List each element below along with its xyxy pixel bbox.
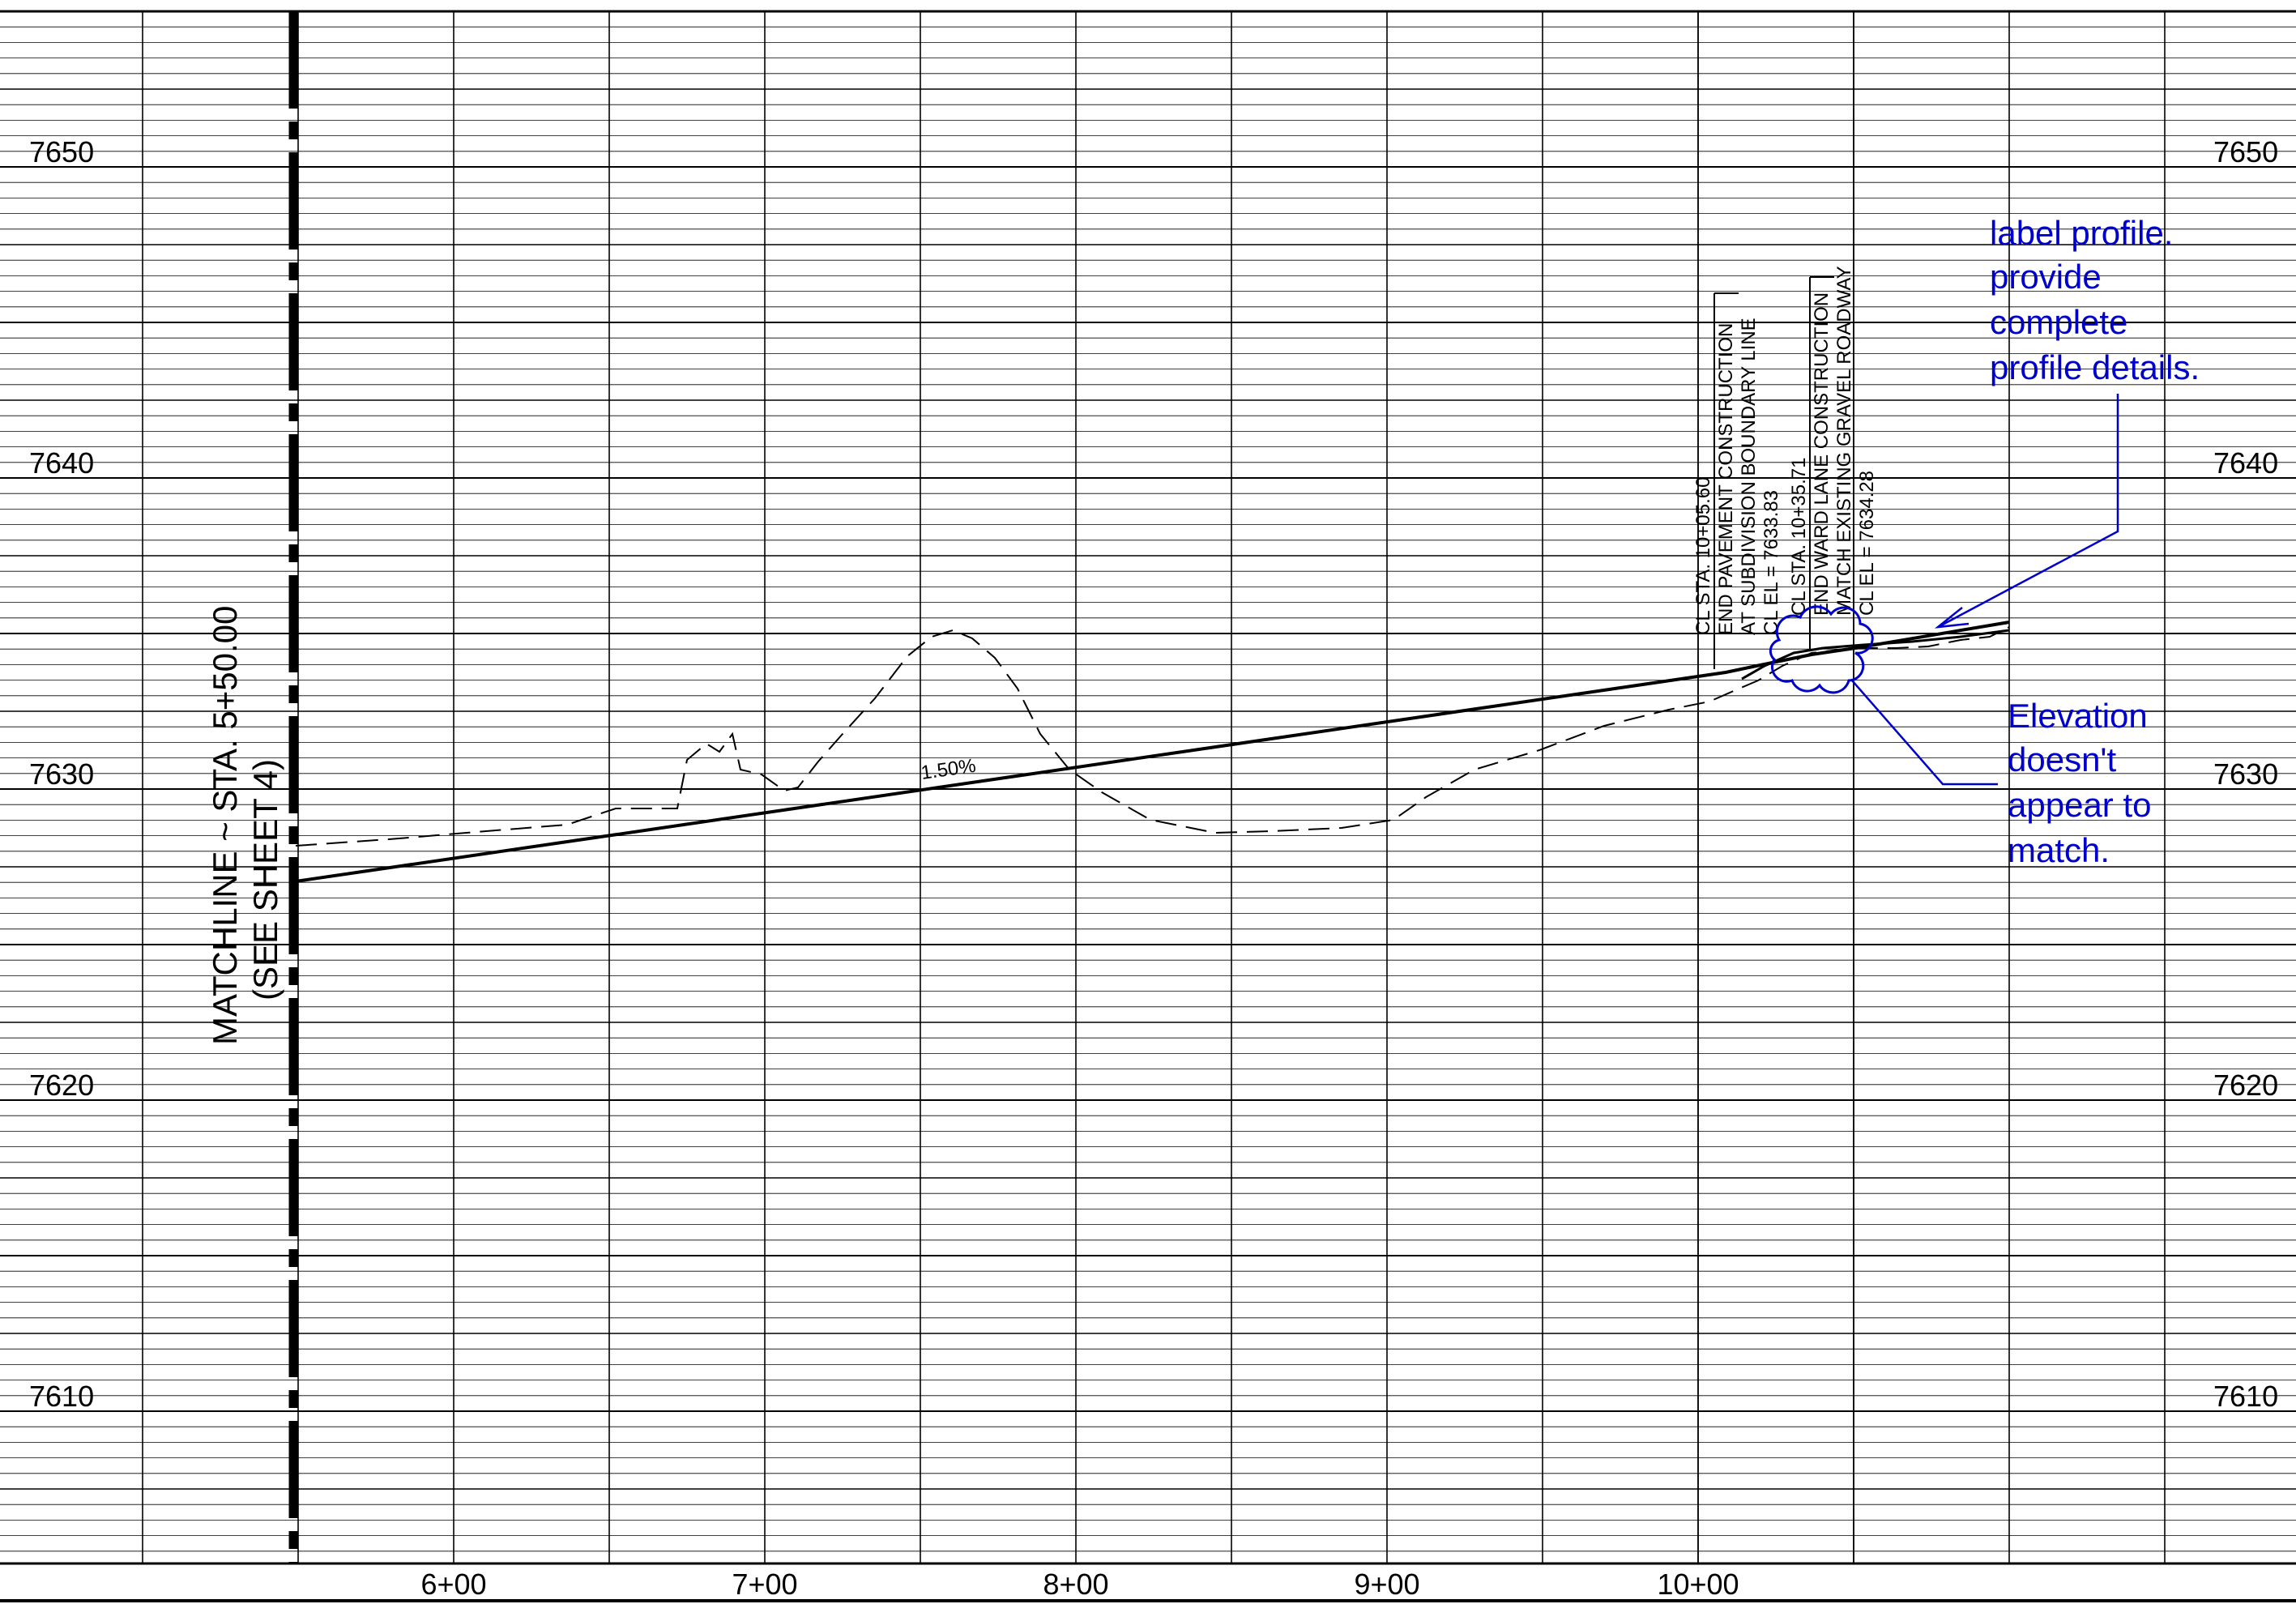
note-1-leader (1940, 394, 2119, 627)
station-label: 6+00 (420, 1568, 486, 1601)
callout-2-line2: END WARD LANE CONSTRUCTION (1811, 292, 1833, 616)
station-label: 7+00 (732, 1568, 797, 1601)
elev-label-right: 7640 (2213, 446, 2278, 480)
callout-1-line3: AT SUBDIVISION BOUNDARY LINE (1738, 318, 1760, 635)
proposed-grade-line (295, 621, 2010, 883)
note-2-line: doesn't (2008, 740, 2116, 779)
elev-label-right: 7620 (2213, 1069, 2278, 1102)
callout-1: CL STA. 10+05.60 END PAVEMENT CONSTRUCTI… (1692, 318, 1782, 635)
callout-1-line1: CL STA. 10+05.60 (1692, 477, 1714, 635)
callout-2-line3: MATCH EXISTING GRAVEL ROADWAY (1833, 266, 1855, 616)
elevation-labels-left: 7650 7640 7630 7620 7610 (29, 135, 94, 1413)
elevation-labels-right: 7650 7640 7630 7620 7610 (2213, 135, 2278, 1413)
matchline-label-line1: MATCHLINE ~ STA. 5+50.00 (206, 606, 244, 1045)
station-label: 9+00 (1354, 1568, 1419, 1601)
callout-1-line2: END PAVEMENT CONSTRUCTION (1715, 323, 1737, 635)
note-1-line: label profile. (1990, 214, 2173, 252)
callout-1-line4: CL EL = 7633.83 (1760, 490, 1782, 635)
station-label: 10+00 (1657, 1568, 1739, 1601)
existing-ground-profile (295, 626, 2010, 847)
note-1-arrowhead (1934, 607, 1970, 629)
elev-label-right: 7630 (2213, 757, 2278, 791)
station-labels: 6+00 7+00 8+00 9+00 10+00 (420, 1568, 1739, 1601)
note-1-line: profile details. (1990, 348, 2200, 386)
callout-2-line1: CL STA. 10+35.71 (1788, 458, 1810, 616)
note-2-line: Elevation (2008, 697, 2148, 735)
elev-label-right: 7610 (2213, 1380, 2278, 1413)
callout-2: CL STA. 10+35.71 END WARD LANE CONSTRUCT… (1788, 266, 1878, 616)
elev-label-left: 7620 (29, 1069, 94, 1102)
callout-2-line4: CL EL = 7634.28 (1856, 471, 1878, 616)
elev-label-right: 7650 (2213, 135, 2278, 169)
minor-grid (0, 11, 2296, 1552)
review-note-label-profile: label profile. provide complete profile … (1990, 214, 2200, 386)
note-2-line: appear to (2008, 786, 2151, 824)
grade-percent-label: 1.50% (920, 755, 977, 784)
review-note-elevation: Elevation doesn't appear to match. (2008, 697, 2151, 869)
matchline-label-line2: (SEE SHEET 4) (246, 759, 284, 1000)
station-label: 8+00 (1043, 1568, 1108, 1601)
elev-label-left: 7650 (29, 135, 94, 169)
note-2-line: match. (2008, 831, 2110, 869)
elev-label-left: 7640 (29, 446, 94, 480)
note-1-line: complete (1990, 303, 2127, 341)
revision-cloud (1769, 605, 1874, 694)
note-2-leader (1851, 680, 1998, 786)
elev-label-left: 7630 (29, 757, 94, 791)
matchline-label: MATCHLINE ~ STA. 5+50.00 (SEE SHEET 4) (206, 606, 284, 1045)
major-grid (0, 88, 2296, 1490)
note-1-line: provide (1990, 258, 2102, 296)
proposed-grade-end-segment (1741, 629, 2010, 680)
vertical-grid (142, 11, 2166, 1563)
elev-label-left: 7610 (29, 1380, 94, 1413)
